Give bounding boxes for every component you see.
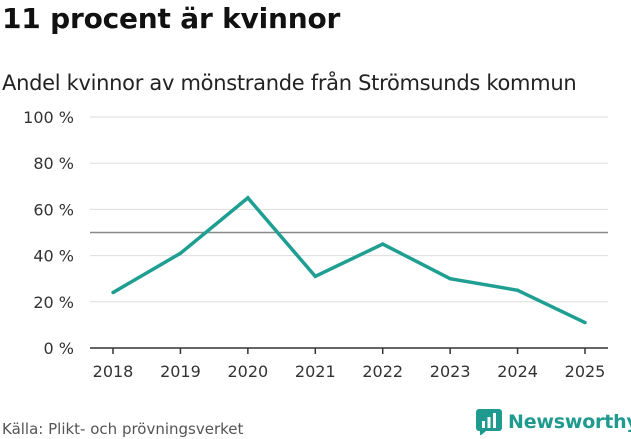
y-tick-label: 80 % [33, 154, 74, 173]
x-tick-label: 2024 [497, 362, 538, 381]
data-point [111, 290, 115, 295]
data-point [381, 242, 385, 246]
chart-subtitle: Andel kvinnor av mönstrande från Strömsu… [2, 71, 577, 95]
x-tick-label: 2022 [362, 362, 403, 381]
source-note: Källa: Plikt- och prövningsverket [2, 420, 244, 438]
data-point [583, 320, 587, 325]
data-point [515, 288, 520, 292]
brand: Newsworthy [476, 409, 631, 435]
y-tick-label: 0 % [44, 339, 74, 358]
data-point [178, 251, 183, 255]
chart-title: 11 procent är kvinnor [2, 2, 341, 35]
brand-name: Newsworthy [508, 411, 631, 433]
x-tick-label: 2023 [430, 362, 471, 381]
y-tick-label: 40 % [33, 247, 74, 266]
data-point [246, 196, 250, 200]
data-point [313, 274, 317, 279]
y-tick-label: 20 % [33, 293, 74, 312]
series-line [112, 195, 586, 325]
x-tick-label: 2025 [565, 362, 606, 381]
bar-chart-logo-icon [476, 409, 502, 435]
y-tick-label: 60 % [33, 200, 74, 219]
x-tick-label: 2018 [93, 362, 134, 381]
data-point [448, 277, 452, 281]
x-tick-label: 2021 [295, 362, 336, 381]
x-tick-label: 2019 [160, 362, 201, 381]
x-tick-label: 2020 [227, 362, 268, 381]
line-chart: 0 % 20 % 40 % 60 % 80 % 100 % 2018 2019 2020 2021… [23, 108, 608, 381]
y-tick-label: 100 % [23, 108, 74, 127]
